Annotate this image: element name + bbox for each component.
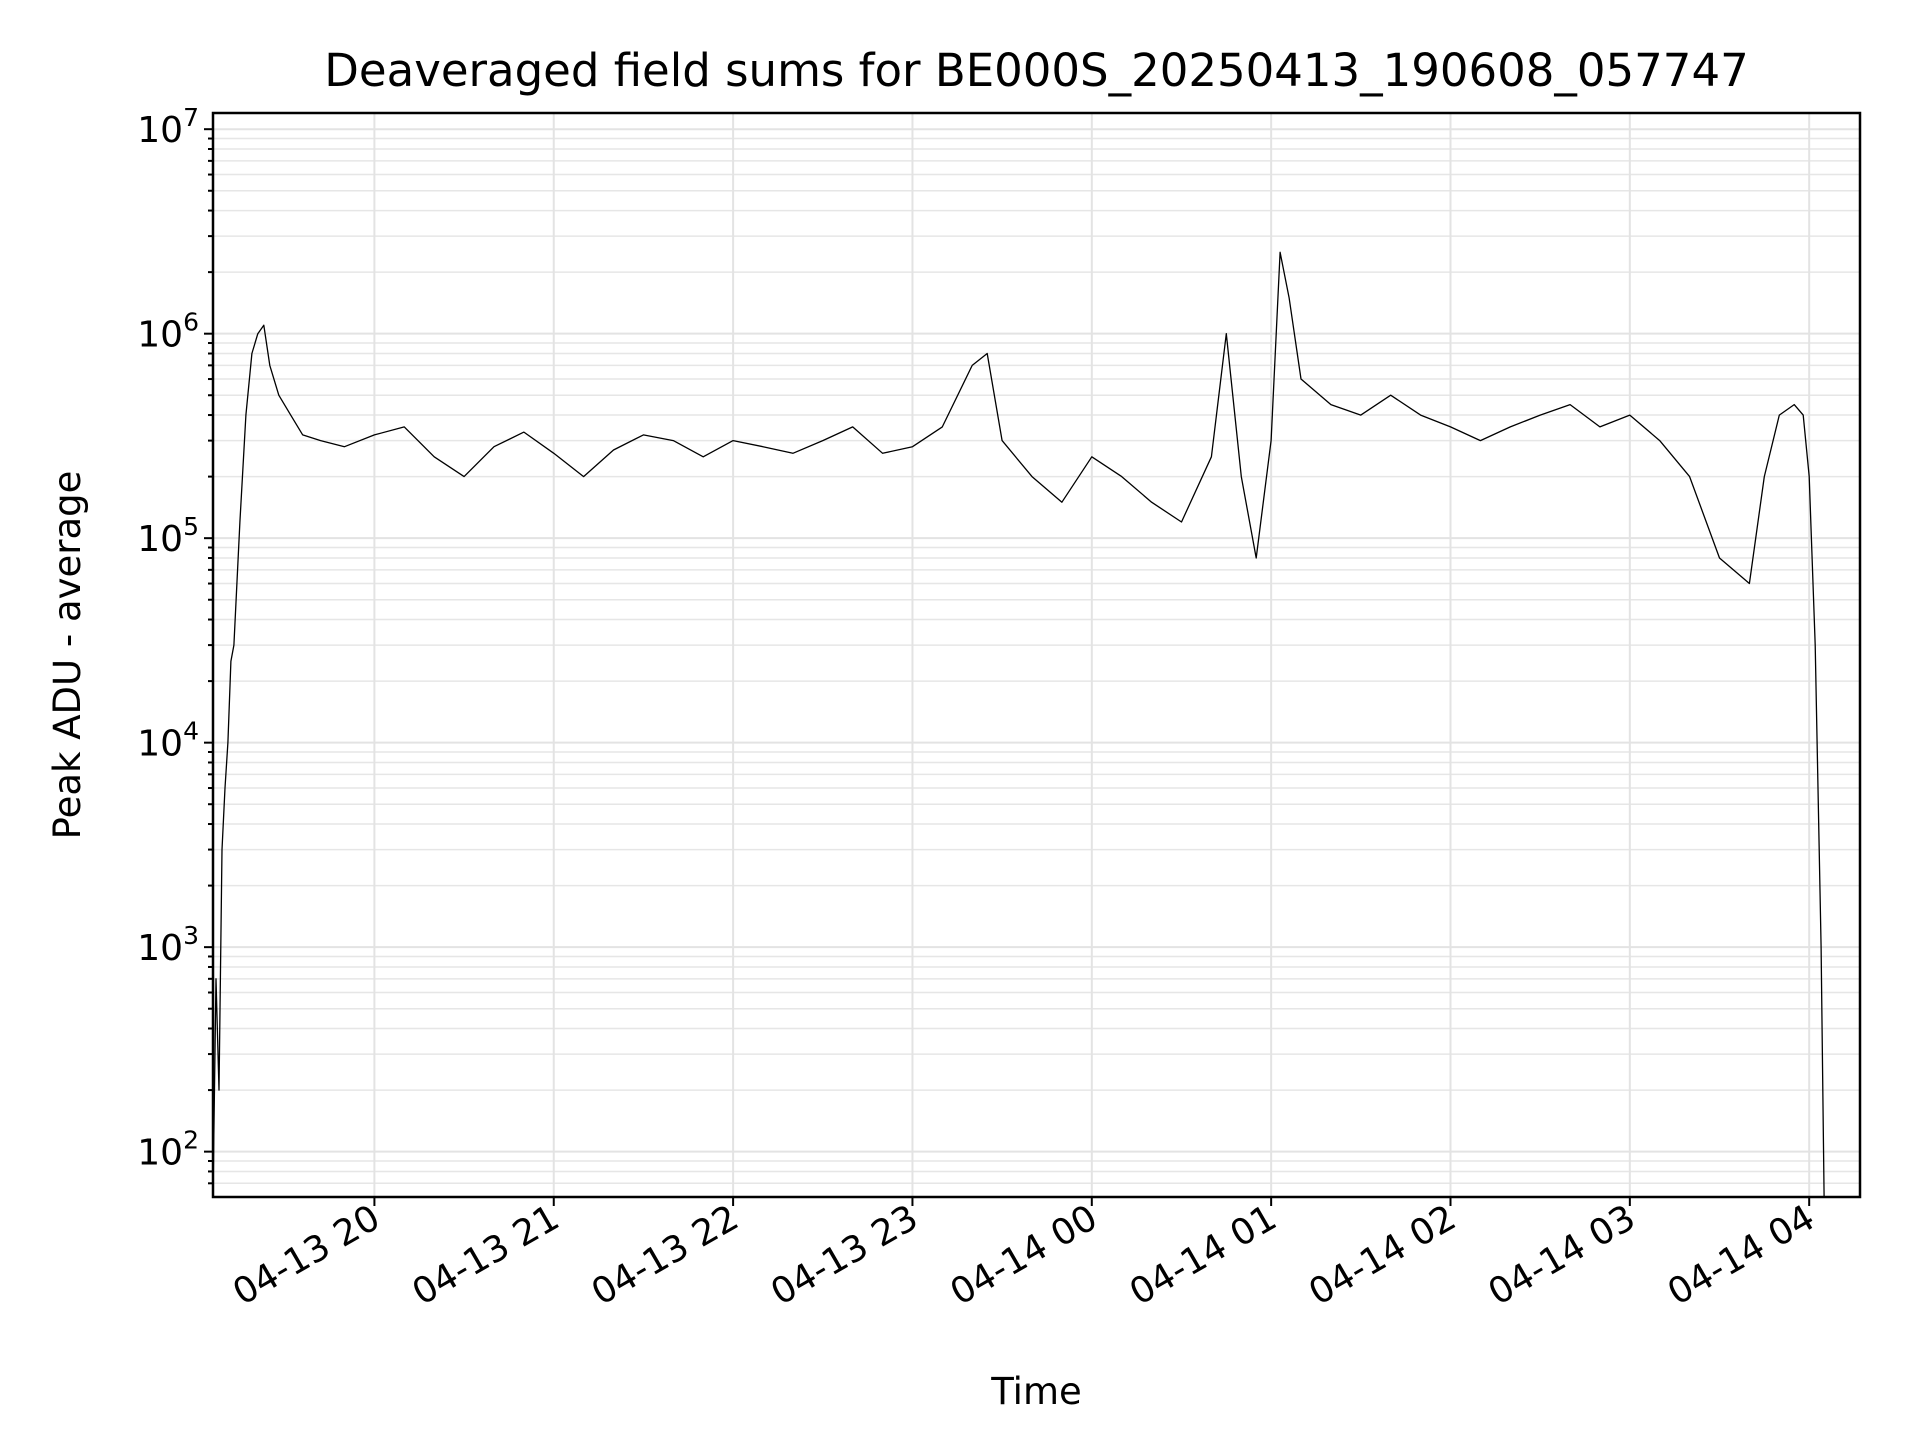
y-tick-label: 107	[137, 103, 199, 151]
grid-lines	[213, 113, 1860, 1197]
y-axis-label: Peak ADU - average	[46, 471, 89, 840]
series-layer	[212, 251, 1825, 1198]
y-tick-label: 103	[137, 921, 199, 969]
y-tick-label: 106	[137, 308, 199, 356]
x-axis-label: Time	[990, 1370, 1082, 1413]
y-tick-label: 105	[137, 512, 199, 560]
x-tick-label: 04-14 02	[1302, 1197, 1463, 1313]
x-tick-label: 04-13 23	[764, 1197, 925, 1313]
y-tick-label: 104	[137, 717, 199, 765]
x-tick-label: 04-13 22	[585, 1197, 746, 1313]
x-tick-label: 04-14 00	[944, 1197, 1105, 1313]
x-tick-label: 04-13 20	[226, 1197, 387, 1313]
y-tick-label: 102	[137, 1126, 199, 1174]
x-tick-label: 04-14 01	[1123, 1197, 1284, 1313]
data-series-line	[212, 251, 1825, 1198]
x-tick-label: 04-14 03	[1482, 1197, 1643, 1313]
x-tick-label: 04-14 04	[1661, 1197, 1822, 1313]
chart-title: Deaveraged field sums for BE000S_2025041…	[324, 44, 1748, 97]
x-tick-label: 04-13 21	[406, 1197, 567, 1313]
plot-frame	[211, 111, 1862, 1199]
